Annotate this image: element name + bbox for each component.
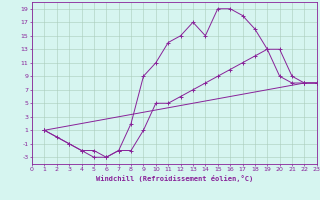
X-axis label: Windchill (Refroidissement éolien,°C): Windchill (Refroidissement éolien,°C) bbox=[96, 175, 253, 182]
